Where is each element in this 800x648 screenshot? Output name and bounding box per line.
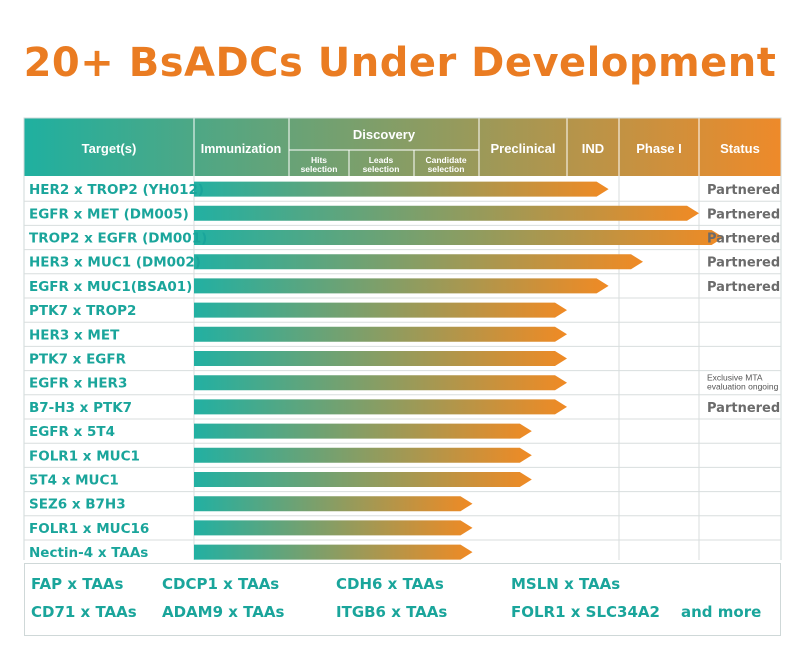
- row-label: FOLR1 x MUC16: [29, 521, 149, 537]
- row-label: FOLR1 x MUC1: [29, 448, 140, 464]
- row-labels: HER2 x TROP2 (YH012) EGFR x MET (DM005) TR…: [29, 182, 207, 560]
- page-title: 20+ BsADCs Under Development: [23, 40, 777, 86]
- bar: [194, 472, 532, 487]
- row-label: 5T4 x MUC1: [29, 473, 119, 489]
- header-hits: Hits: [311, 155, 327, 165]
- bar: [194, 181, 609, 197]
- other-target: CDH6 x TAAs: [336, 575, 444, 593]
- status-label: evaluation ongoing: [707, 382, 779, 392]
- row-label: TROP2 x EGFR (DM001): [29, 231, 207, 247]
- row-label: Nectin-4 x TAAs: [29, 545, 148, 560]
- status-label: Partnered: [707, 183, 780, 198]
- table-border: [23, 117, 782, 560]
- bar: [194, 544, 473, 560]
- row-label: PTK7 x TROP2: [29, 303, 136, 319]
- row-label: EGFR x 5T4: [29, 424, 115, 440]
- row-label: SEZ6 x B7H3: [29, 497, 126, 513]
- other-target-more: and more: [681, 603, 762, 621]
- header-ind: IND: [582, 141, 604, 156]
- bar: [194, 205, 699, 221]
- header-immunization: Immunization: [201, 142, 282, 156]
- other-targets-box: FAP x TAAs CDCP1 x TAAs CDH6 x TAAs MSLN…: [24, 563, 781, 636]
- bars: [194, 181, 724, 560]
- bar: [194, 254, 643, 270]
- bar: [194, 447, 532, 463]
- bar: [194, 351, 567, 366]
- row-label: EGFR x MET (DM005): [29, 206, 189, 222]
- bar: [194, 302, 567, 318]
- status-label: Partnered: [707, 280, 780, 295]
- bar: [194, 496, 473, 512]
- header-background: [24, 118, 781, 176]
- header-leads: Leads: [369, 155, 394, 165]
- header-leads: selection: [363, 164, 400, 174]
- other-target: MSLN x TAAs: [511, 575, 621, 593]
- other-target: ITGB6 x TAAs: [336, 603, 448, 621]
- header-candidate: selection: [428, 164, 465, 174]
- row-label: HER3 x MUC1 (DM002): [29, 255, 201, 271]
- bar: [194, 326, 567, 342]
- status-column: Partnered Partnered Partnered Partnered Part…: [707, 183, 780, 416]
- status-label: Partnered: [707, 401, 780, 416]
- bar: [194, 399, 567, 415]
- row-label: PTK7 x EGFR: [29, 352, 127, 368]
- bar: [194, 520, 473, 536]
- other-target: FAP x TAAs: [31, 575, 124, 593]
- row-label: HER3 x MET: [29, 327, 120, 343]
- status-label: Partnered: [707, 207, 780, 222]
- bar: [194, 230, 724, 245]
- bar: [194, 278, 609, 294]
- row-label: B7-H3 x PTK7: [29, 400, 132, 416]
- status-label: Exclusive MTA: [707, 373, 763, 383]
- header-discovery: Discovery: [353, 127, 416, 142]
- bar: [194, 423, 532, 439]
- header-status: Status: [720, 141, 760, 156]
- row-label: EGFR x HER3: [29, 376, 127, 392]
- status-label: Partnered: [707, 256, 780, 271]
- header-hits: selection: [301, 164, 338, 174]
- bar: [194, 375, 567, 391]
- header-phase1: Phase I: [636, 141, 682, 156]
- header-candidate: Candidate: [425, 155, 466, 165]
- row-label: EGFR x MUC1(BSA01): [29, 279, 192, 295]
- status-label: Partnered: [707, 232, 780, 247]
- table-header: Target(s) ImmunizationDiscoveryHitsselect…: [24, 118, 781, 176]
- pipeline-chart: Target(s) ImmunizationDiscoveryHitsselect…: [23, 117, 782, 560]
- header-preclinical: Preclinical: [490, 141, 555, 156]
- header-targets: Target(s): [82, 141, 137, 156]
- other-target: CDCP1 x TAAs: [162, 575, 280, 593]
- other-target: CD71 x TAAs: [31, 603, 137, 621]
- other-target: ADAM9 x TAAs: [162, 603, 285, 621]
- row-label: HER2 x TROP2 (YH012): [29, 182, 204, 198]
- table-grid: [23, 117, 782, 560]
- other-target: FOLR1 x SLC34A2: [511, 603, 660, 621]
